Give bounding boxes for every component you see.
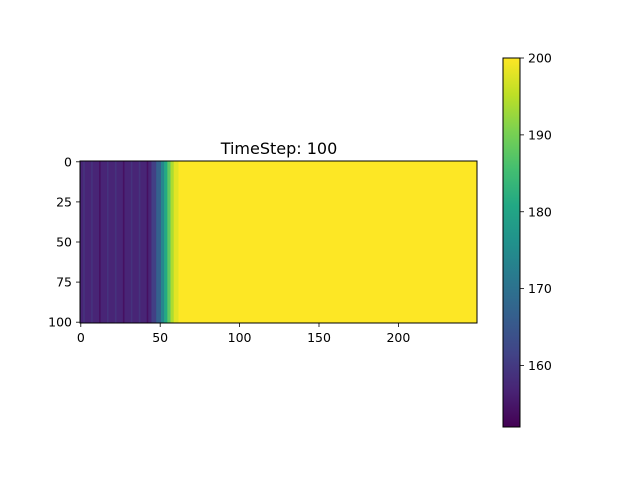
colorbar-tick-label: 180 [528, 204, 552, 219]
heatmap-stripe [138, 161, 141, 323]
chart-title: TimeStep: 100 [220, 139, 338, 158]
heatmap-stripe [122, 161, 125, 323]
heatmap-band [164, 161, 168, 323]
x-tick-label: 150 [307, 330, 331, 345]
y-tick-label: 50 [56, 235, 72, 250]
heatmap-band [167, 161, 171, 323]
heatmap-stripe [106, 161, 109, 323]
y-axis: 0 25 50 75 100 [48, 154, 80, 330]
colorbar [502, 57, 521, 428]
y-tick-label: 100 [48, 315, 72, 330]
heatmap-image [80, 161, 478, 323]
heatmap-band [173, 161, 179, 323]
heatmap-stripe [99, 161, 101, 323]
heatmap-stripe [83, 161, 85, 323]
colorbar-tick-label: 190 [528, 127, 552, 142]
heatmap-band [156, 161, 162, 323]
heatmap-stripe [130, 161, 133, 323]
x-tick-label: 50 [152, 330, 168, 345]
colorbar-tick-label: 170 [528, 281, 552, 296]
colorbar-axis: 160 170 180 190 200 [520, 51, 552, 373]
heatmap-band [151, 161, 157, 323]
x-tick-label: 100 [228, 330, 252, 345]
colorbar-tick-label: 160 [528, 358, 552, 373]
heatmap-band [160, 161, 165, 323]
y-tick-label: 0 [64, 154, 72, 169]
heatmap-stripe [91, 161, 93, 323]
heatmap-band [178, 161, 478, 323]
x-tick-label: 200 [386, 330, 410, 345]
x-axis: 0 50 100 150 200 [77, 323, 410, 345]
colorbar-tick-label: 200 [528, 51, 552, 66]
heatmap-stripe [114, 161, 117, 323]
y-tick-label: 75 [56, 275, 72, 290]
x-tick-label: 0 [77, 330, 85, 345]
y-tick-label: 25 [56, 194, 72, 209]
heatmap-band [170, 161, 174, 323]
heatmap-stripe [146, 161, 149, 323]
